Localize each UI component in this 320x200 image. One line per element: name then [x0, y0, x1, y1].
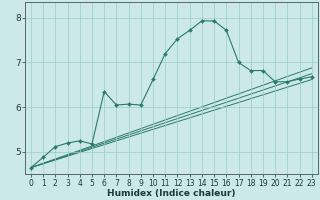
X-axis label: Humidex (Indice chaleur): Humidex (Indice chaleur) — [107, 189, 236, 198]
